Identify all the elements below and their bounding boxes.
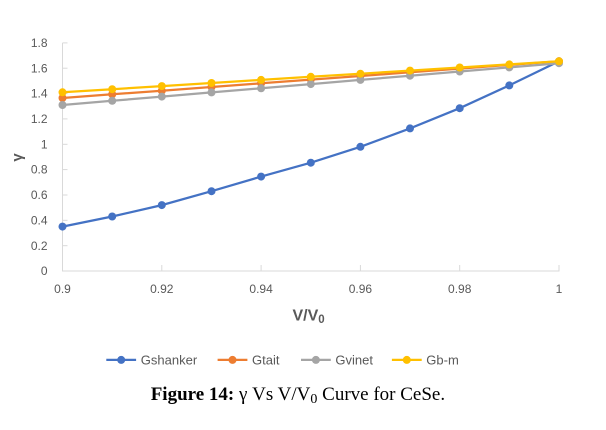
svg-text:Gtait: Gtait — [252, 352, 280, 367]
svg-text:0.98: 0.98 — [448, 282, 472, 296]
svg-text:0.96: 0.96 — [349, 282, 373, 296]
svg-text:0.94: 0.94 — [249, 282, 273, 296]
svg-text:V/V0: V/V0 — [293, 308, 325, 327]
svg-text:0.8: 0.8 — [31, 163, 48, 177]
svg-text:0.2: 0.2 — [31, 239, 48, 253]
svg-text:1: 1 — [41, 137, 48, 151]
svg-text:0: 0 — [41, 264, 48, 278]
svg-text:1.4: 1.4 — [31, 87, 48, 101]
svg-text:Gshanker: Gshanker — [141, 352, 198, 367]
svg-text:Figure 14: γ Vs V/V0 Curve for: Figure 14: γ Vs V/V0 Curve for CeSe. — [151, 384, 445, 407]
svg-text:0.4: 0.4 — [31, 213, 48, 227]
svg-text:γ: γ — [9, 153, 26, 162]
svg-text:Gb-m: Gb-m — [426, 352, 459, 367]
svg-text:0.92: 0.92 — [150, 282, 174, 296]
svg-text:0.9: 0.9 — [54, 282, 71, 296]
svg-text:Gvinet: Gvinet — [335, 352, 373, 367]
svg-text:1.2: 1.2 — [31, 112, 48, 126]
svg-text:1: 1 — [556, 282, 563, 296]
svg-text:1.6: 1.6 — [31, 61, 48, 75]
svg-text:0.6: 0.6 — [31, 188, 48, 202]
svg-text:1.8: 1.8 — [31, 36, 48, 50]
